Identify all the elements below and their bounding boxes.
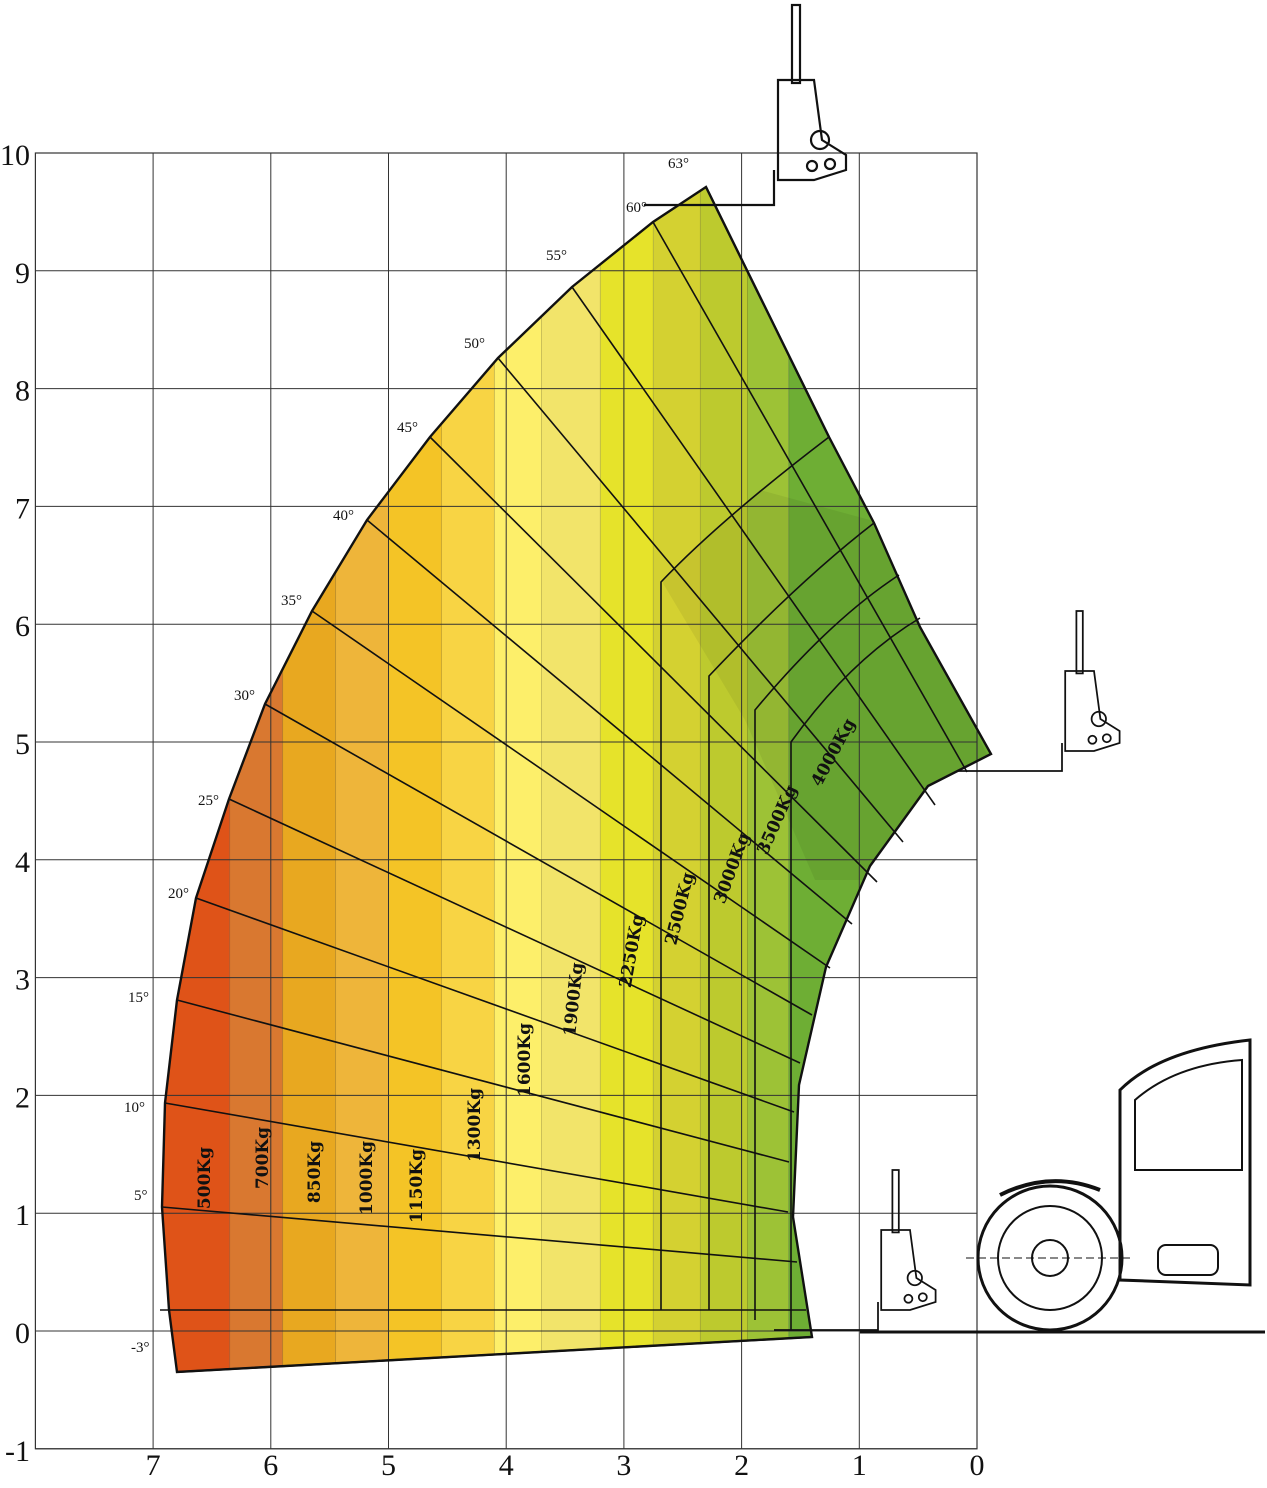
telehandler-head-mid [957, 610, 1121, 772]
load-arc-1 [660, 436, 830, 1310]
y-tick-label: -1 [5, 1435, 30, 1468]
pivot-circle [906, 1269, 923, 1287]
telehandler-head-top [644, 3, 848, 207]
ray-50 [497, 357, 904, 843]
load-label: 1300Kg [465, 1088, 485, 1162]
working-envelope-outline [160, 185, 993, 1374]
cab-window [1134, 1058, 1243, 1171]
fork-tine [957, 742, 1063, 772]
angle-label: 10° [124, 1100, 145, 1116]
angle-label: 25° [198, 793, 219, 809]
angle-labels: 63° 60° 55° 50° 45° 40° 35° 30° 25° 20° 15° 10° 5° -3… [124, 156, 689, 1356]
angle-label: 63° [668, 156, 689, 172]
step [1157, 1244, 1219, 1276]
angle-label: 40° [333, 508, 354, 524]
angle-label: 55° [546, 248, 567, 264]
ray-15 [176, 999, 790, 1163]
ray-20 [195, 897, 795, 1113]
load-label: 1000Kg [357, 1141, 377, 1215]
load-zones [162, 187, 991, 1372]
load-zone [441, 187, 495, 1372]
angle-label: 30° [234, 688, 255, 704]
carriage-plate [1064, 670, 1121, 752]
x-tick-label: 2 [734, 1449, 749, 1482]
pin-circle [823, 157, 837, 171]
angle-label: 15° [128, 990, 149, 1006]
y-tick-label: 4 [15, 846, 30, 879]
cab [1118, 1038, 1252, 1287]
y-tick-label: 7 [15, 492, 30, 525]
x-tick-label: 5 [381, 1449, 396, 1482]
ray-25 [228, 798, 801, 1064]
angle-label: 5° [134, 1188, 148, 1204]
mast-post [790, 3, 802, 85]
load-arc-2 [708, 522, 875, 1310]
load-zone [494, 187, 542, 1372]
y-tick-label: 1 [15, 1199, 30, 1232]
fork-tine [773, 1301, 879, 1331]
fork-tine [644, 170, 776, 207]
y-tick-label: 0 [15, 1317, 30, 1350]
ray-35 [311, 610, 831, 969]
x-tick-label: 7 [146, 1449, 161, 1482]
pin-circle [903, 1293, 914, 1304]
load-arc-4 [790, 617, 921, 1330]
high-load-arcs [660, 436, 921, 1330]
x-tick-label: 0 [970, 1449, 985, 1482]
mast-post [1075, 610, 1084, 675]
pin-circle [1101, 733, 1112, 744]
angle-label: 35° [281, 593, 302, 609]
mast-post [891, 1169, 900, 1234]
x-tick-label: 3 [616, 1449, 631, 1482]
angle-label: -3° [131, 1340, 150, 1356]
pin-circle [917, 1292, 928, 1303]
load-zone [700, 187, 748, 1372]
load-label: 1600Kg [515, 1023, 535, 1097]
ray-5 [161, 1206, 798, 1263]
load-label: 700Kg [253, 1127, 273, 1189]
ray-45 [429, 436, 878, 883]
angle-label: 20° [168, 886, 189, 902]
angle-label: 50° [464, 336, 485, 352]
ray-60 [652, 221, 968, 773]
y-tick-label: 2 [15, 1081, 30, 1114]
y-tick-label: 8 [15, 375, 30, 408]
load-label: 1150Kg [407, 1149, 427, 1223]
telehandler-drawings [644, 3, 1265, 1334]
carriage-plate [776, 78, 848, 182]
pin-circle [805, 159, 819, 173]
ray-55 [571, 286, 936, 806]
load-arc-3 [754, 574, 900, 1320]
pivot-circle [809, 129, 831, 151]
ray-40 [366, 519, 853, 925]
x-tick-label: 1 [852, 1449, 867, 1482]
x-tick-label: 4 [499, 1449, 514, 1482]
load-label: 500Kg [195, 1147, 215, 1209]
angle-label: 60° [626, 200, 647, 216]
x-tick-label: 6 [263, 1449, 278, 1482]
fender [999, 1179, 1101, 1197]
telehandler-body [860, 1038, 1265, 1334]
high-load-shade [661, 490, 990, 880]
y-tick-label: 5 [15, 728, 30, 761]
load-label: 850Kg [305, 1141, 325, 1203]
ray-30 [264, 703, 813, 1016]
carriage-plate [880, 1229, 937, 1311]
y-tick-label: 9 [15, 257, 30, 290]
angle-label: 45° [397, 420, 418, 436]
load-zone [600, 187, 654, 1372]
pin-circle [1087, 734, 1098, 745]
y-tick-label: 10 [0, 139, 30, 172]
load-zone [541, 187, 601, 1372]
load-zone [162, 187, 230, 1372]
load-zone [282, 187, 336, 1372]
y-tick-label: 6 [15, 610, 30, 643]
load-zone [229, 187, 283, 1372]
y-tick-label: 3 [15, 964, 30, 997]
ray-10 [164, 1102, 789, 1213]
telehandler-head-bottom [773, 1169, 937, 1331]
pivot-circle [1090, 710, 1107, 728]
